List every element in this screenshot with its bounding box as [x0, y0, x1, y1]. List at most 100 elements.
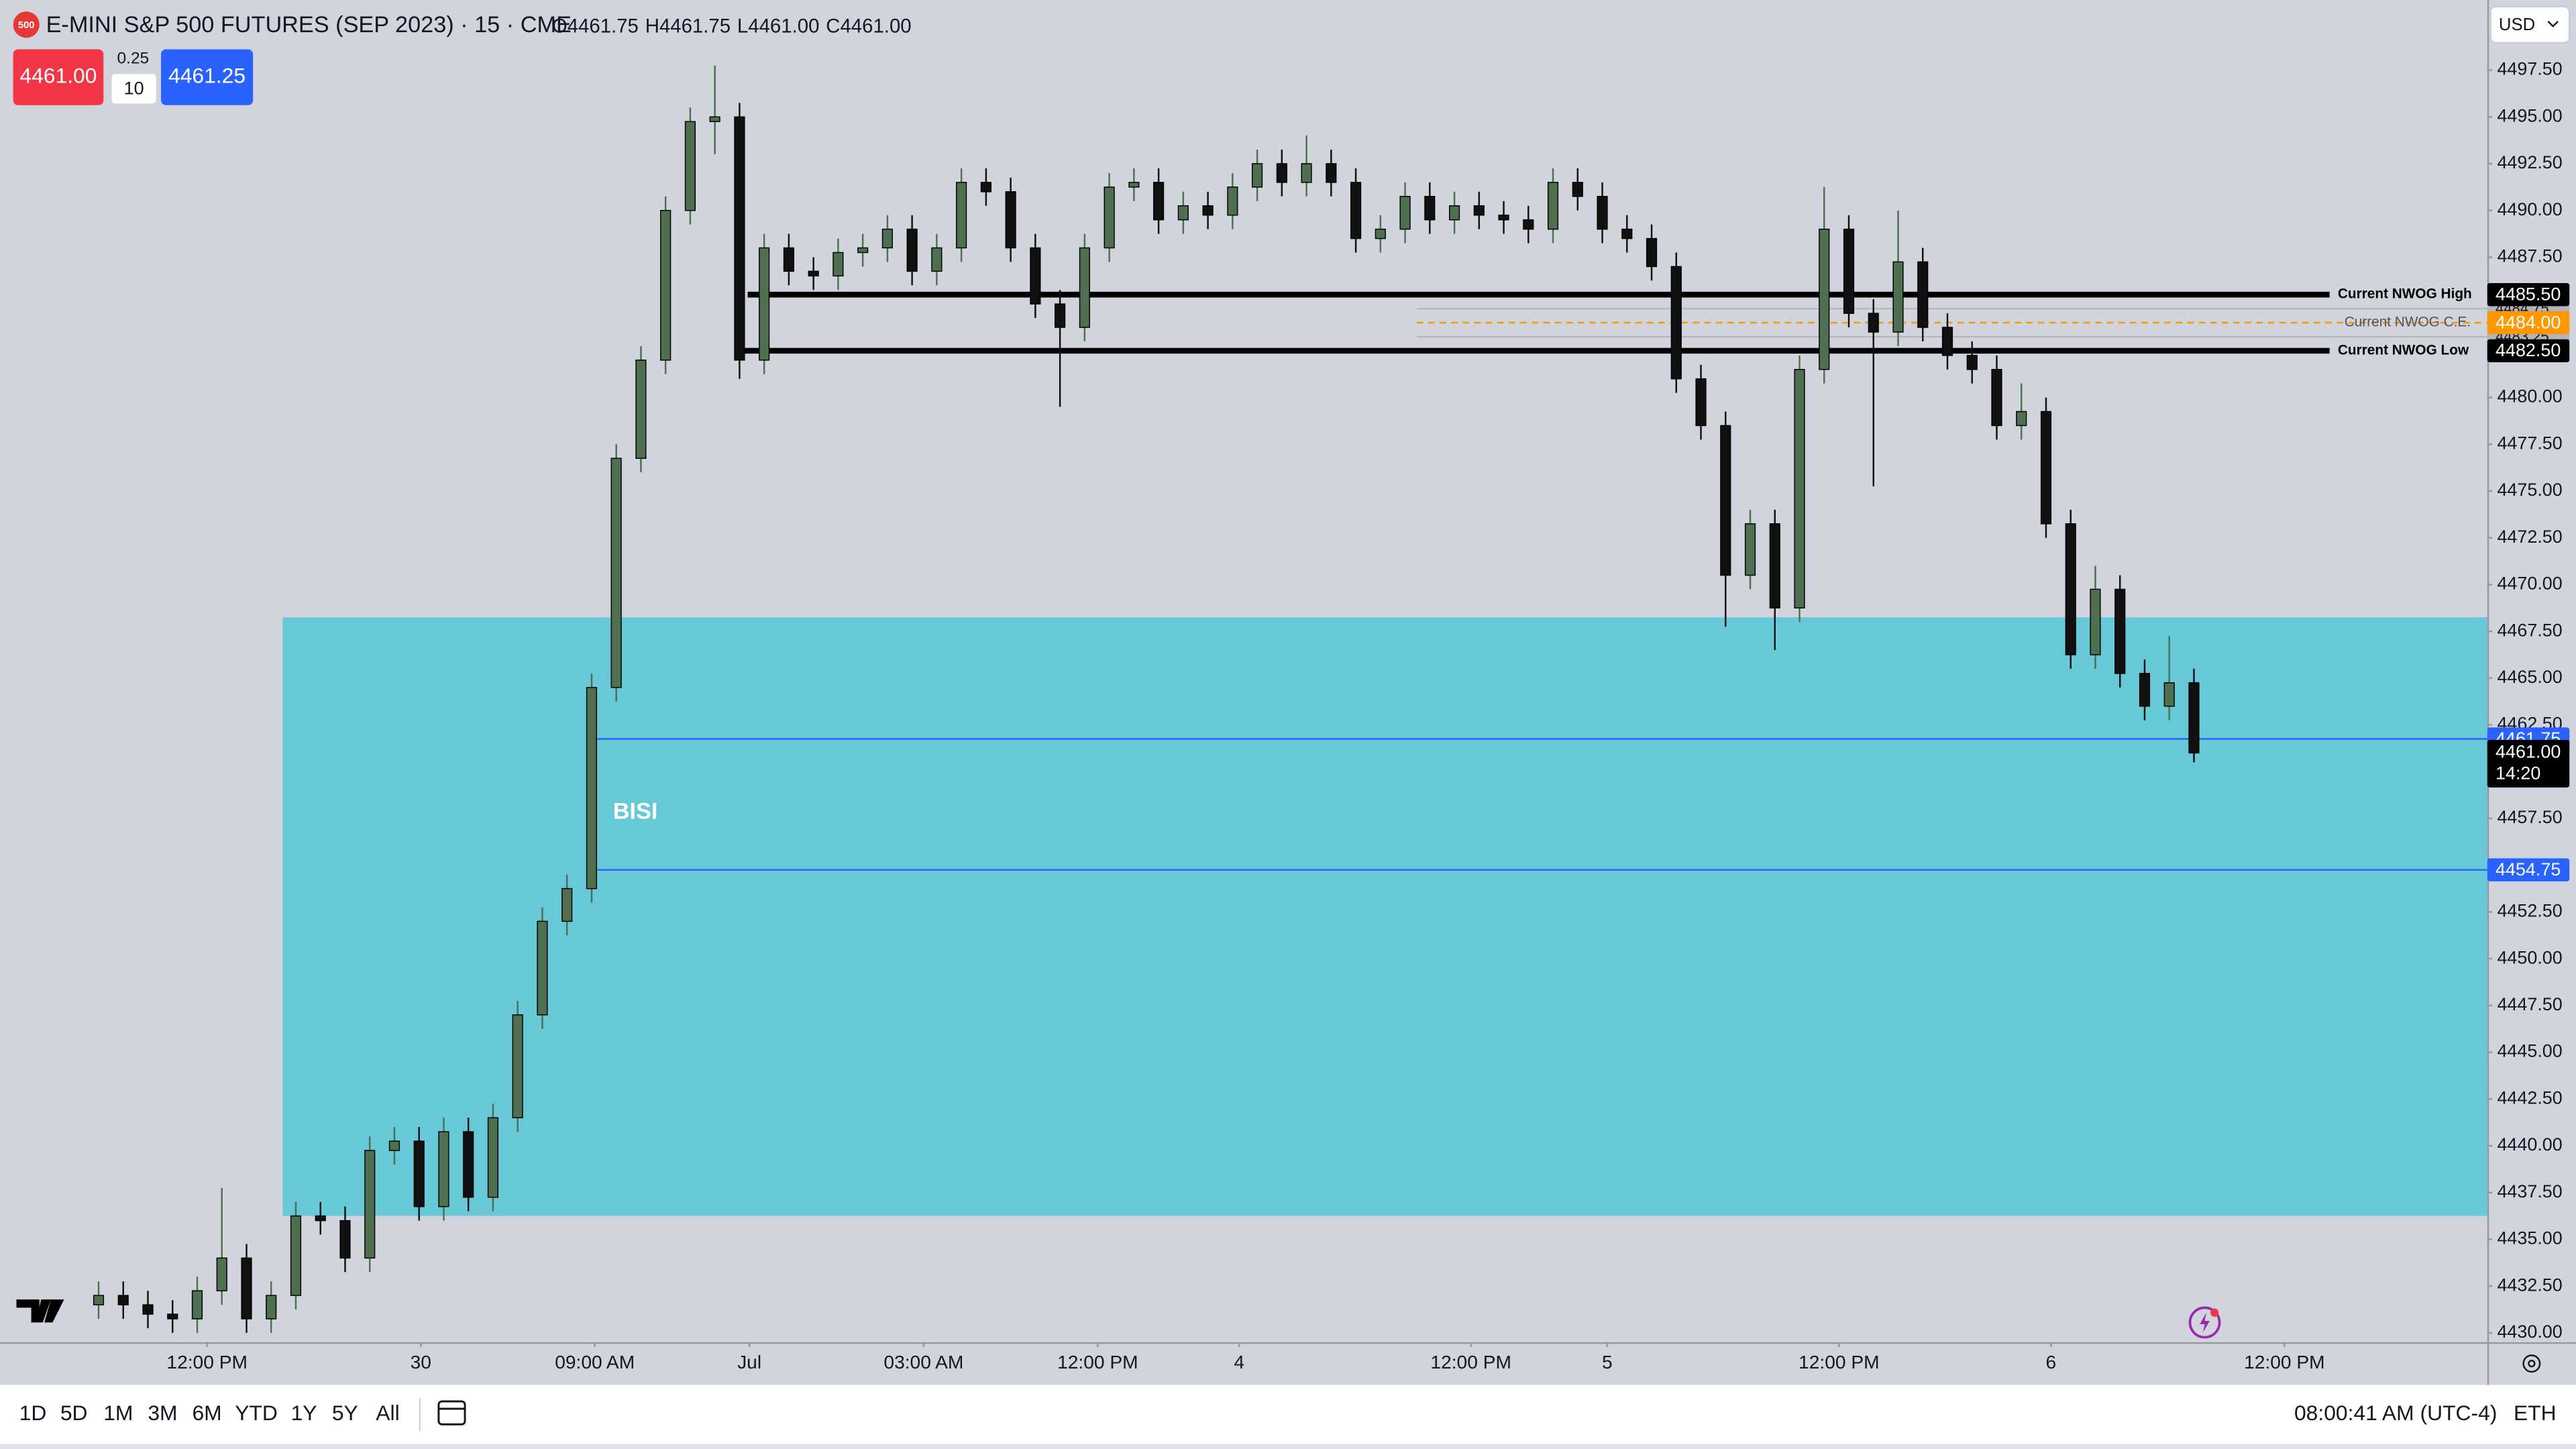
session[interactable]: ETH — [2514, 1401, 2557, 1425]
x-tick-label: 6 — [2046, 1352, 2057, 1373]
level-label: Current NWOG High — [2338, 286, 2472, 302]
y-tick-label: 4430.00 — [2497, 1322, 2562, 1342]
settings-icon-core — [2528, 1360, 2536, 1368]
candle-body — [512, 1014, 523, 1118]
ohlc-value: 4461.75 — [659, 15, 731, 37]
x-tick-label: 12:00 PM — [2244, 1352, 2325, 1373]
range-button[interactable]: YTD — [235, 1401, 278, 1425]
chevron — [2547, 20, 2559, 28]
y-tick-label: 4445.00 — [2497, 1041, 2562, 1061]
sell-price[interactable]: 4461.00 — [19, 64, 97, 88]
candle-body — [1079, 247, 1090, 328]
candle-body — [1424, 196, 1436, 221]
range-button[interactable]: 1D — [19, 1401, 47, 1425]
candle-body — [2139, 673, 2151, 707]
candle-body — [290, 1215, 302, 1296]
x-tick-label: 5 — [1602, 1352, 1613, 1373]
candle-body — [364, 1150, 376, 1259]
candle-body — [1227, 186, 1238, 216]
alert-bolt — [2200, 1312, 2210, 1333]
candle-body — [1252, 163, 1263, 188]
y-tick-label: 4475.00 — [2497, 480, 2562, 500]
y-tick-label: 4470.00 — [2497, 574, 2562, 594]
candle-body — [1326, 163, 1337, 183]
candle-body — [1991, 369, 2002, 427]
ohlc-label: C — [826, 15, 840, 37]
price-tag-label: 4454.75 — [2496, 859, 2561, 879]
last-price-label: 4461.00 — [2496, 742, 2561, 762]
buy-price[interactable]: 4461.25 — [168, 64, 246, 88]
x-tick-label: 03:00 AM — [883, 1352, 963, 1373]
y-tick-label: 4437.50 — [2497, 1181, 2562, 1201]
candle-body — [117, 1295, 129, 1305]
symbol-title[interactable]: E-MINI S&P 500 FUTURES (SEP 2023) · 15 ·… — [46, 12, 572, 38]
range-button[interactable]: 1M — [103, 1401, 133, 1425]
tv-logo[interactable] — [16, 1299, 64, 1323]
x-tick-label: 12:00 PM — [1430, 1352, 1511, 1373]
candle-body — [2090, 588, 2101, 655]
y-tick-label: 4472.50 — [2497, 527, 2562, 547]
candle-body — [1177, 205, 1189, 221]
price-tag — [2487, 283, 2570, 307]
candle-body — [93, 1295, 105, 1305]
candle-body — [1448, 205, 1460, 221]
y-tick-label: 4465.00 — [2497, 667, 2562, 687]
range-button[interactable]: 3M — [148, 1401, 177, 1425]
candle-body — [2114, 588, 2126, 674]
candle-body — [1375, 228, 1386, 239]
candle-body — [783, 247, 794, 272]
candle-body — [1597, 196, 1608, 230]
settings-icon[interactable] — [2522, 1354, 2541, 1373]
candle-body — [1128, 182, 1140, 188]
y-tick-label: 4435.00 — [2497, 1228, 2562, 1248]
candle-body — [142, 1304, 154, 1315]
y-tick-label: 4457.50 — [2497, 807, 2562, 827]
buy-button[interactable] — [161, 49, 254, 105]
candle-body — [1350, 182, 1362, 239]
sell-button[interactable] — [13, 49, 104, 105]
symbol-icon-text: 500 — [18, 20, 35, 31]
candle-body — [1547, 182, 1559, 230]
quantity-box[interactable] — [111, 74, 156, 104]
candle-body — [857, 247, 869, 254]
clock[interactable]: 08:00:41 AM (UTC-4) — [2294, 1401, 2497, 1425]
alert-dot — [2210, 1308, 2219, 1317]
range-button[interactable]: 1Y — [291, 1401, 317, 1425]
y-tick-label: 4467.50 — [2497, 620, 2562, 640]
alert-icon[interactable] — [2188, 1306, 2221, 1339]
range-button[interactable]: 6M — [192, 1401, 221, 1425]
range-button[interactable]: 5D — [60, 1401, 88, 1425]
candle-body — [956, 182, 967, 249]
price-tag-label: 4484.00 — [2496, 312, 2561, 332]
bottom-strip — [0, 1444, 2576, 1449]
calendar-icon[interactable] — [437, 1400, 466, 1426]
level-label: Current NWOG C.E. — [2345, 315, 2471, 330]
quantity[interactable]: 10 — [124, 78, 144, 99]
candle-body — [537, 920, 548, 1016]
price-tag — [2487, 339, 2570, 363]
ohlc-value: 4461.75 — [568, 15, 639, 37]
range-buttons: 1D 5D 1M 3M 6M YTD 1Y 5Y All — [19, 1401, 400, 1425]
candle-body — [1917, 261, 1929, 328]
candle-body — [931, 247, 943, 272]
candle-body — [241, 1257, 252, 1320]
x-tick-label: 09:00 AM — [555, 1352, 635, 1373]
candle-body — [1104, 186, 1115, 249]
y-tick-label: 4442.50 — [2497, 1087, 2562, 1108]
currency-select[interactable] — [2489, 5, 2571, 44]
bisi-zone — [282, 617, 2487, 1216]
y-tick-label: 4450.00 — [2497, 947, 2562, 967]
y-tick-label: 4495.00 — [2497, 105, 2562, 125]
candle-body — [561, 888, 573, 922]
candle-body — [1005, 191, 1016, 249]
range-button[interactable]: All — [376, 1401, 399, 1425]
currency[interactable]: USD — [2499, 15, 2535, 34]
candle-body — [734, 116, 745, 361]
axes: 4430.00 4432.50 4435.00 4437.50 4440.00 4442.… — [166, 59, 2570, 1373]
ohlc-value: 4461.00 — [748, 15, 819, 37]
candle-body — [1572, 182, 1583, 197]
candle-body — [660, 209, 672, 361]
spread: 0.25 — [117, 50, 150, 68]
candle-body — [1670, 266, 1682, 380]
range-button[interactable]: 5Y — [332, 1401, 358, 1425]
